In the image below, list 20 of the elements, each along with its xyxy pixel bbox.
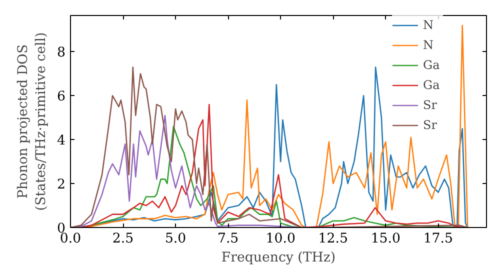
legend-label: Sr [423, 118, 438, 132]
y-tick-label: 6 [57, 90, 66, 105]
x-tick-label: 15.0 [370, 232, 400, 246]
legend-label: Sr [423, 98, 438, 112]
legend-label: N [423, 38, 434, 52]
x-axis-title: Frequency (THz) [221, 250, 336, 266]
y-axis-title: Phonon projected DOS (States/THz·primitive cell) [16, 32, 50, 211]
x-tick-label: 12.5 [318, 232, 348, 246]
y-tick-label: 2 [57, 178, 66, 193]
legend-label: Ga [423, 78, 441, 92]
x-tick-label: 7.5 [217, 232, 239, 246]
legend-label: N [423, 18, 434, 32]
x-tick-label: 5.0 [164, 232, 186, 246]
x-tick-label: 0.0 [60, 232, 82, 246]
x-tick-label: 2.5 [112, 232, 134, 246]
y-tick-label: 8 [57, 46, 66, 61]
x-tick-label: 17.5 [423, 232, 454, 246]
x-tick-label: 10.0 [266, 232, 296, 246]
y-tick-label: 4 [57, 134, 66, 149]
legend-label: Ga [423, 58, 441, 72]
